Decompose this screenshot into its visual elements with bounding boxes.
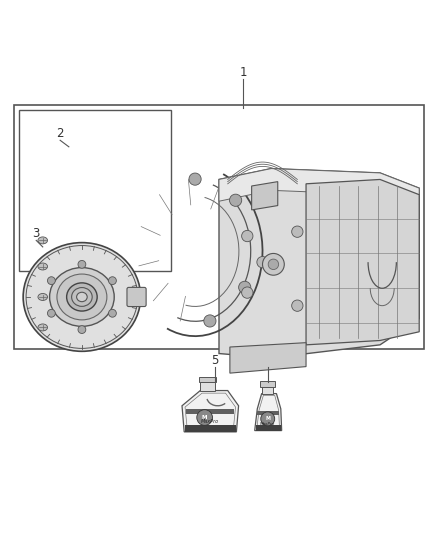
Circle shape bbox=[204, 315, 216, 327]
Bar bbox=[200, 382, 215, 391]
Circle shape bbox=[239, 281, 251, 294]
Ellipse shape bbox=[38, 324, 47, 331]
Circle shape bbox=[47, 309, 55, 317]
Ellipse shape bbox=[38, 237, 47, 244]
Circle shape bbox=[189, 173, 201, 185]
Bar bbox=[260, 382, 275, 386]
Text: 5: 5 bbox=[211, 353, 218, 367]
Circle shape bbox=[109, 277, 117, 285]
Bar bbox=[19, 110, 171, 271]
Bar bbox=[198, 377, 216, 382]
Circle shape bbox=[292, 226, 303, 237]
Ellipse shape bbox=[67, 283, 97, 311]
Bar bbox=[261, 386, 273, 393]
Ellipse shape bbox=[49, 268, 114, 326]
Circle shape bbox=[230, 194, 242, 206]
Polygon shape bbox=[230, 343, 306, 373]
Polygon shape bbox=[306, 180, 419, 345]
Circle shape bbox=[78, 326, 86, 334]
Circle shape bbox=[257, 256, 268, 268]
Circle shape bbox=[109, 309, 117, 317]
Ellipse shape bbox=[57, 274, 107, 320]
Circle shape bbox=[242, 287, 253, 298]
Bar bbox=[14, 106, 424, 349]
Polygon shape bbox=[254, 393, 282, 431]
Text: 2: 2 bbox=[57, 127, 64, 140]
Polygon shape bbox=[186, 409, 234, 415]
Ellipse shape bbox=[72, 288, 92, 306]
Text: 3: 3 bbox=[32, 228, 40, 240]
Ellipse shape bbox=[38, 263, 47, 270]
Polygon shape bbox=[219, 168, 419, 358]
Ellipse shape bbox=[77, 292, 87, 302]
Circle shape bbox=[78, 261, 86, 268]
Polygon shape bbox=[185, 425, 236, 432]
Text: MaxPro: MaxPro bbox=[260, 422, 276, 426]
Ellipse shape bbox=[38, 294, 47, 301]
Text: 4: 4 bbox=[264, 353, 272, 367]
Ellipse shape bbox=[23, 243, 141, 351]
Circle shape bbox=[261, 412, 275, 426]
Circle shape bbox=[242, 230, 253, 241]
Circle shape bbox=[292, 300, 303, 311]
Polygon shape bbox=[257, 411, 279, 415]
Circle shape bbox=[47, 277, 55, 285]
Text: MaxPro: MaxPro bbox=[201, 419, 219, 424]
Text: M: M bbox=[265, 416, 270, 421]
Text: 1: 1 bbox=[239, 66, 247, 79]
Circle shape bbox=[197, 410, 212, 425]
Polygon shape bbox=[252, 182, 278, 210]
Polygon shape bbox=[255, 425, 281, 431]
Polygon shape bbox=[219, 168, 419, 210]
FancyBboxPatch shape bbox=[127, 287, 146, 306]
Circle shape bbox=[268, 259, 279, 270]
Polygon shape bbox=[182, 391, 239, 432]
Text: M: M bbox=[202, 415, 207, 420]
Circle shape bbox=[262, 254, 284, 275]
